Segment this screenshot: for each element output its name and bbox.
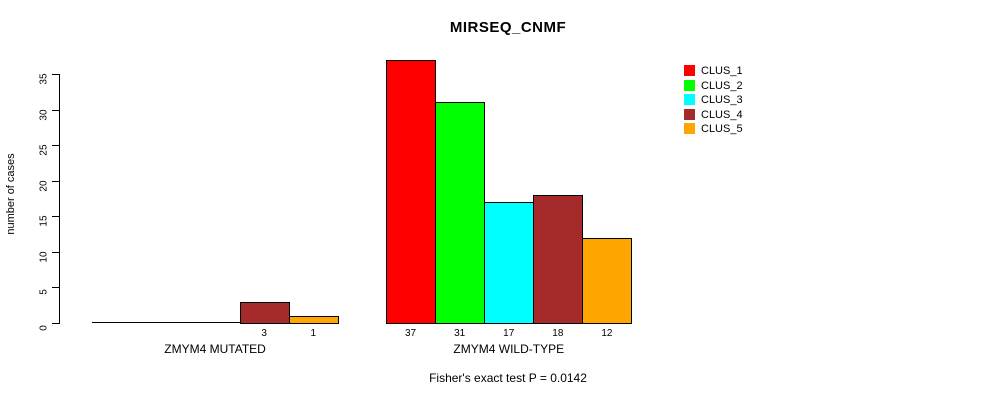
- legend-swatch: [684, 108, 695, 120]
- bar-clus_5-group1: [288, 315, 339, 324]
- legend-label: CLUS_2: [701, 79, 743, 92]
- bar-value-label: 1: [310, 328, 317, 339]
- y-axis-tick-label-text: 15: [38, 215, 50, 227]
- y-axis-tick: [52, 287, 59, 288]
- bar-clus_5-group2: [582, 237, 633, 324]
- bar-value-label: 12: [601, 328, 613, 339]
- legend-swatch: [684, 79, 695, 91]
- y-axis-tick-label-text: 10: [38, 251, 50, 263]
- y-axis-tick: [52, 181, 59, 182]
- x-axis-group-label: ZMYM4 MUTATED: [164, 342, 266, 356]
- bar-value-label: 18: [552, 328, 564, 339]
- legend-swatch: [684, 94, 695, 106]
- bar-clus_1-group1-zero: [92, 322, 143, 323]
- chart-title: MIRSEQ_CNMF: [449, 19, 567, 36]
- y-axis-tick: [52, 252, 59, 253]
- bar-value-label: 37: [404, 328, 417, 339]
- legend-label: CLUS_3: [701, 94, 743, 107]
- y-axis-tick: [52, 323, 59, 324]
- y-axis-tick-label-text: 35: [38, 73, 50, 85]
- bar-value-label: 17: [503, 328, 515, 339]
- legend-label: CLUS_4: [701, 108, 743, 121]
- bar-clus_2-group1-zero: [141, 322, 192, 323]
- bar-value-label: 3: [261, 328, 267, 339]
- bar-clus_2-group2: [435, 102, 486, 324]
- y-axis-tick-label-text: 25: [38, 144, 50, 156]
- bar-clus_1-group2: [386, 59, 437, 324]
- bar-value-label: 31: [454, 328, 466, 339]
- bar-clus_4-group2: [533, 194, 584, 324]
- y-axis-tick: [52, 74, 59, 75]
- legend-swatch: [684, 123, 695, 135]
- y-axis-tick-label-text: 5: [38, 289, 50, 295]
- y-axis-tick-label-text: 20: [38, 180, 50, 192]
- y-axis-line: [59, 74, 60, 324]
- legend-label: CLUS_5: [701, 123, 743, 136]
- y-axis-tick: [52, 216, 59, 217]
- y-axis-tick-label-text: 30: [38, 109, 50, 121]
- x-axis-group-label: ZMYM4 WILD-TYPE: [453, 342, 565, 356]
- y-axis-tick: [52, 110, 59, 111]
- legend-swatch: [684, 65, 695, 76]
- bar-clus_3-group1-zero: [190, 322, 241, 323]
- bar-clus_4-group1: [239, 301, 290, 324]
- y-axis-tick: [52, 145, 59, 146]
- footnote: Fisher's exact test P = 0.0142: [429, 371, 587, 385]
- legend-label: CLUS_1: [701, 65, 743, 77]
- y-axis-tick-label-text: 0: [38, 325, 50, 331]
- bar-clus_3-group2: [484, 202, 535, 324]
